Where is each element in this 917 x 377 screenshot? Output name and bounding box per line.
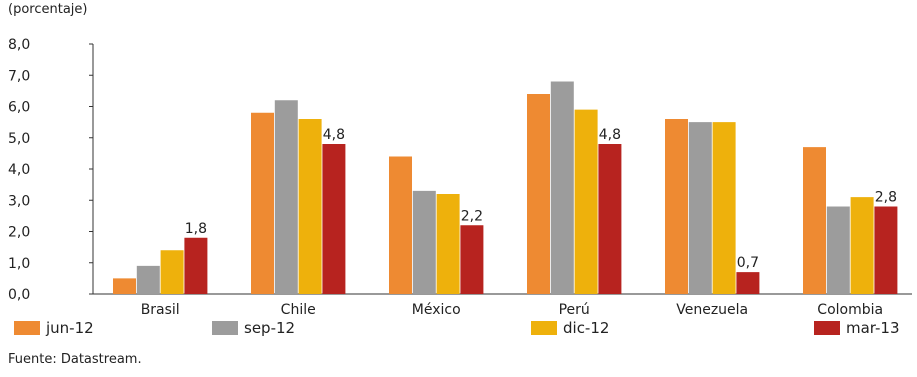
y-unit-label: (porcentaje)	[8, 2, 88, 17]
bar-jun-12-méxico	[389, 156, 412, 294]
bar-sep-12-méxico	[412, 190, 436, 294]
y-tick-label: 5,0	[8, 131, 30, 147]
bar-dic-12-perú	[574, 109, 598, 294]
y-tick-label: 2,0	[8, 225, 30, 241]
x-tick-label: México	[412, 302, 461, 318]
legend-item: mar-13	[814, 318, 900, 338]
bar-sep-12-perú	[550, 81, 574, 294]
legend-swatch	[531, 321, 557, 335]
bar-dic-12-brasil	[160, 250, 184, 294]
data-label: 1,8	[185, 221, 207, 237]
bar-jun-12-colombia	[803, 147, 826, 294]
bar-dic-12-venezuela	[712, 122, 736, 294]
bar-sep-12-chile	[274, 100, 298, 294]
legend-item: jun-12	[14, 318, 94, 338]
legend-label: jun-12	[46, 319, 94, 337]
data-label: 2,8	[875, 190, 897, 206]
data-label: 2,2	[461, 208, 483, 224]
legend-label: sep-12	[244, 319, 296, 337]
x-tick-label: Colombia	[817, 302, 883, 318]
bar-sep-12-colombia	[826, 206, 850, 294]
legend-swatch	[814, 321, 840, 335]
legend-item: sep-12	[212, 318, 295, 338]
bar-jun-12-brasil	[113, 278, 136, 294]
legend-label: dic-12	[563, 319, 610, 337]
data-label: 0,7	[737, 255, 759, 271]
y-tick-label: 1,0	[8, 256, 30, 272]
x-tick-label: Brasil	[141, 302, 180, 318]
x-tick-label: Venezuela	[676, 302, 748, 318]
x-tick-label: Perú	[559, 302, 590, 318]
bar-jun-12-perú	[527, 94, 550, 294]
y-tick-label: 8,0	[8, 37, 30, 53]
bar-mar-13-colombia	[874, 206, 898, 294]
bar-sep-12-venezuela	[688, 122, 712, 294]
y-tick-label: 6,0	[8, 100, 30, 116]
y-tick-label: 0,0	[8, 287, 30, 303]
y-tick-label: 3,0	[8, 193, 30, 209]
bar-mar-13-brasil	[184, 237, 208, 294]
source-note: Fuente: Datastream.	[8, 352, 142, 367]
legend-swatch	[14, 321, 40, 335]
bar-mar-13-chile	[322, 144, 346, 294]
x-tick-label: Chile	[281, 302, 316, 318]
bar-sep-12-brasil	[136, 265, 160, 294]
bar-mar-13-méxico	[460, 225, 484, 294]
data-label: 4,8	[323, 127, 345, 143]
bar-dic-12-colombia	[850, 197, 874, 294]
data-label: 4,8	[599, 127, 621, 143]
bar-dic-12-chile	[298, 119, 322, 294]
legend-item: dic-12	[531, 318, 609, 338]
y-tick-label: 7,0	[8, 68, 30, 84]
bar-jun-12-venezuela	[665, 119, 688, 294]
bar-jun-12-chile	[251, 112, 274, 294]
y-tick-label: 4,0	[8, 162, 30, 178]
bar-dic-12-méxico	[436, 194, 460, 294]
bar-mar-13-venezuela	[736, 272, 760, 294]
legend-swatch	[212, 321, 238, 335]
legend-label: mar-13	[846, 319, 900, 337]
bar-mar-13-perú	[598, 144, 622, 294]
